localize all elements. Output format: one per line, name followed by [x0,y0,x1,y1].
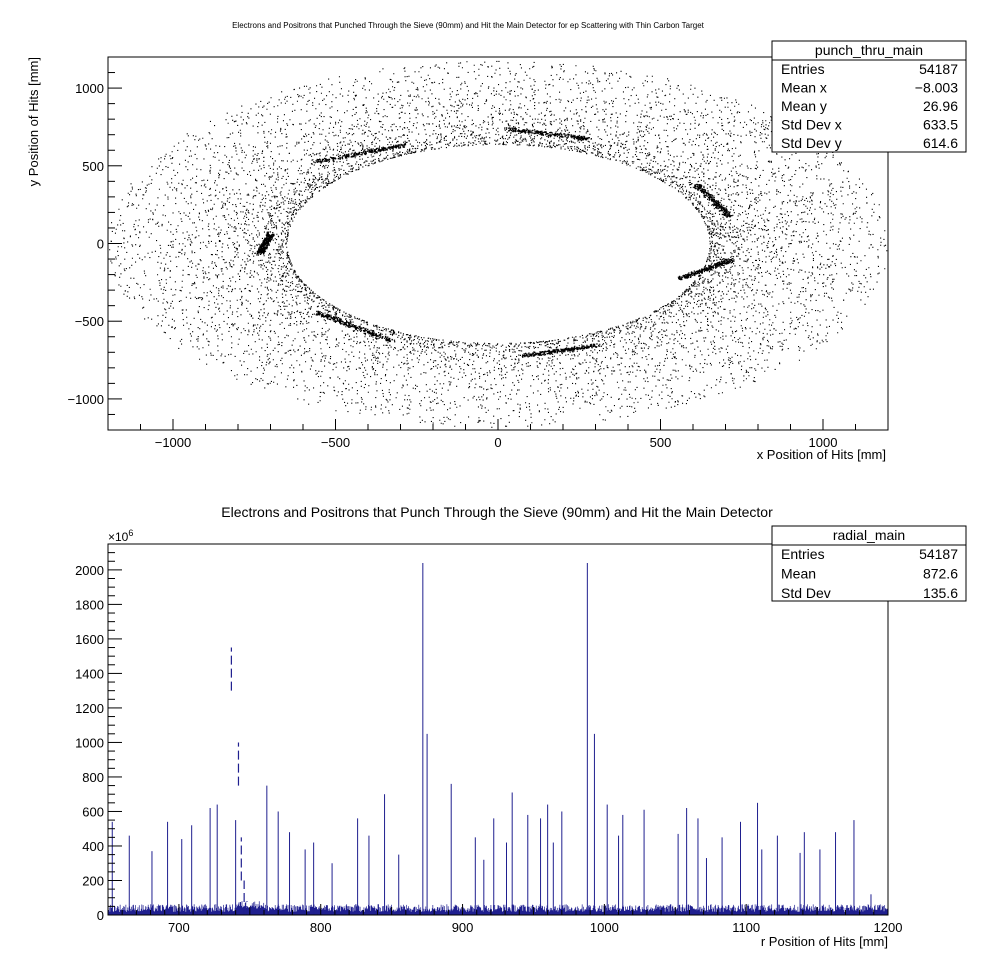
histogram-title: Electrons and Positrons that Punch Throu… [221,504,773,520]
histogram-y-tick-label: 400 [82,839,104,854]
scatter-stats-label: Entries [781,61,825,77]
histogram-stats-box: radial_main Entries 54187 Mean 872.6 Std Dev… [771,525,967,602]
scatter-title: Electrons and Positrons that Punched Thr… [232,21,705,30]
histogram-y-tick-label: 2000 [75,563,104,578]
scatter-y-tick-label: 0 [97,237,104,252]
histogram-x-axis-label: r Position of Hits [mm] [761,934,888,949]
scatter-y-ticks: −1000 −500 0 500 1000 [67,56,122,431]
histogram-stats-label: Std Dev [781,585,831,601]
scatter-stats-value: 614.6 [923,135,958,151]
histogram-stats-name: radial_main [833,527,905,543]
histogram-stats-value: 872.6 [923,566,958,582]
scatter-frame [107,56,889,431]
scatter-y-tick-label: 500 [82,159,104,174]
histogram-stats-value: 135.6 [923,585,958,601]
histogram-y-multiplier: ×106 [108,528,133,544]
histogram-baseline-noise [107,901,889,915]
scatter-stats-value: 633.5 [923,117,958,133]
scatter-x-tick-label: −500 [321,435,350,450]
histogram-frame [107,543,889,916]
histogram-stats-label: Entries [781,546,825,562]
histogram-stats-label: Mean [781,566,816,582]
histogram-x-tick-label: 900 [452,920,474,935]
histogram-y-tick-label: 1200 [75,701,104,716]
histogram-x-tick-label: 1000 [590,920,619,935]
histogram-y-tick-label: 800 [82,770,104,785]
histogram-y-tick-label: 1400 [75,666,104,681]
histogram-x-tick-label: 800 [310,920,332,935]
histogram-stats-frame [771,525,967,602]
histogram-x-tick-label: 700 [168,920,190,935]
histogram-plot: Electrons and Positrons that Punch Throu… [75,504,967,949]
scatter-y-axis-label: y Position of Hits [mm] [26,57,41,186]
scatter-x-tick-label: 1000 [809,435,838,450]
histogram-y-tick-label: 1600 [75,632,104,647]
histogram-y-tick-label: 200 [82,873,104,888]
scatter-stats-rows: Entries 54187 Mean x −8.003 Mean y 26.96 Std D… [781,61,958,151]
scatter-plot: Electrons and Positrons that Punched Thr… [26,21,967,462]
scatter-x-tick-label: 500 [650,435,672,450]
scatter-y-tick-label: −1000 [67,392,104,407]
histogram-y-tick-label: 1000 [75,735,104,750]
scatter-x-axis-label: x Position of Hits [mm] [757,447,886,462]
scatter-point-cloud [109,60,888,428]
scatter-points [109,60,888,428]
scatter-stats-label: Mean x [781,80,827,96]
histogram-bars [111,562,872,915]
scatter-x-ticks: −1000 −500 0 500 1000 [107,419,889,450]
histogram-y-tick-label: 0 [97,908,104,923]
scatter-stats-value: −8.003 [915,80,958,96]
histogram-y-tick-label: 1800 [75,597,104,612]
histogram-stats-rows: Entries 54187 Mean 872.6 Std Dev 135.6 [781,546,958,601]
scatter-stats-label: Std Dev x [781,117,842,133]
histogram-stats-value: 54187 [919,546,958,562]
histogram-y-ticks: 0 200 400 600 800 1000 1200 1400 1600 1800 2000 [75,552,122,923]
scatter-y-tick-label: −500 [75,314,104,329]
scatter-stats-value: 26.96 [923,98,958,114]
histogram-x-tick-label: 1200 [874,920,903,935]
scatter-stats-label: Std Dev y [781,135,842,151]
histogram-x-ticks: 700 800 900 1000 1100 1200 [107,904,903,935]
histogram-y-tick-label: 600 [82,804,104,819]
histogram-x-tick-label: 1100 [732,920,760,935]
histogram-baseline [107,901,889,915]
scatter-stats-value: 54187 [919,61,958,77]
scatter-x-tick-label: −1000 [155,435,192,450]
scatter-x-tick-label: 0 [494,435,501,450]
scatter-stats-name: punch_thru_main [815,42,923,58]
scatter-stats-label: Mean y [781,98,827,114]
scatter-stats-box: punch_thru_main Entries 54187 Mean x −8.003… [771,40,967,153]
scatter-y-tick-label: 1000 [75,81,104,96]
